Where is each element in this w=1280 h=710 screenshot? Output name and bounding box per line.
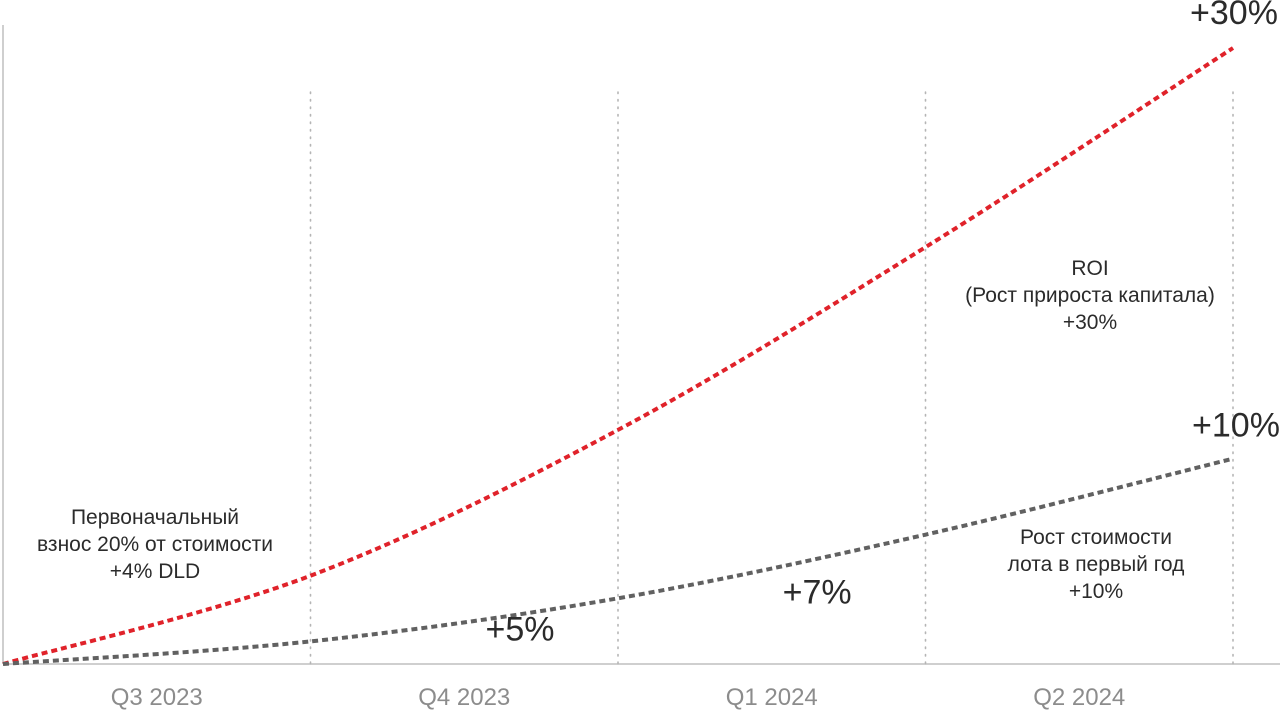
- annotation-down-payment: Первоначальный взнос 20% от стоимости +4% …: [37, 506, 273, 583]
- x-tick-labels: Q3 2023 Q4 2023 Q1 2024 Q2 2024: [111, 684, 1126, 710]
- annotation-line: Первоначальный: [71, 506, 239, 529]
- annotation-line: (Рост прироста капитала): [965, 284, 1215, 307]
- value-label: +7%: [783, 573, 852, 611]
- series-line-0: [2, 46, 1235, 666]
- annotations: Первоначальный взнос 20% от стоимости +4% …: [37, 257, 1215, 603]
- value-label: +5%: [486, 611, 555, 649]
- value-labels: +30% +10% +5% +7%: [486, 0, 1280, 649]
- series-lines: [2, 46, 1235, 666]
- x-tick-label: Q3 2023: [111, 684, 203, 710]
- value-label: +10%: [1192, 407, 1280, 445]
- x-tick-label: Q4 2023: [418, 684, 510, 710]
- x-tick-label: Q1 2024: [726, 684, 818, 710]
- annotation-line: +10%: [1069, 580, 1123, 603]
- annotation-line: взнос 20% от стоимости: [37, 533, 273, 556]
- annotation-line: +4% DLD: [110, 560, 200, 583]
- annotation-lot-growth: Рост стоимости лота в первый год +10%: [1008, 526, 1185, 603]
- chart-axes: [2, 25, 1280, 665]
- annotation-line: Рост стоимости: [1020, 526, 1172, 549]
- annotation-line: лота в первый год: [1008, 553, 1185, 576]
- vertical-gridlines: [309, 91, 1234, 665]
- annotation-line: +30%: [1063, 311, 1117, 334]
- annotation-roi: ROI (Рост прироста капитала) +30%: [965, 257, 1215, 334]
- value-label: +30%: [1190, 0, 1278, 32]
- series-line-1: [2, 456, 1234, 666]
- annotation-line: ROI: [1071, 257, 1108, 280]
- x-tick-label: Q2 2024: [1033, 684, 1125, 710]
